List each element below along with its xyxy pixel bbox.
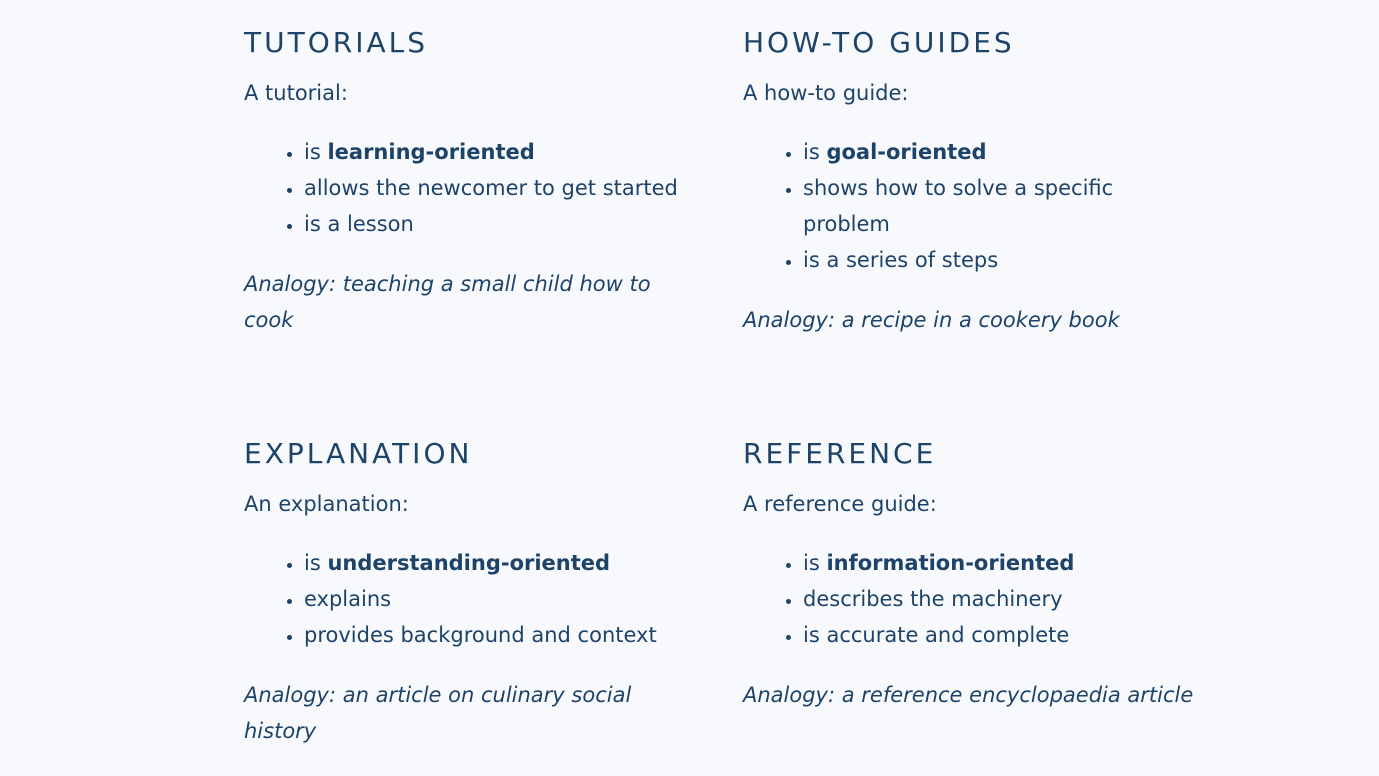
item-text: explains <box>304 587 392 611</box>
item-emphasis: understanding-oriented <box>327 551 611 575</box>
section-intro: A reference guide: <box>743 492 937 516</box>
section-intro: A tutorial: <box>244 81 348 105</box>
item-prefix: is <box>304 551 328 575</box>
item-text: is a series of steps <box>803 248 999 272</box>
item-prefix: is <box>803 551 827 575</box>
section-tutorials: TUTORIALS A tutorial: is learning-orient… <box>244 26 704 338</box>
item-emphasis: information-oriented <box>826 551 1075 575</box>
item-text: describes the machinery <box>803 587 1063 611</box>
list-item: provides background and context <box>304 617 704 653</box>
analogy-text: Analogy: teaching a small child how to c… <box>244 272 651 332</box>
analogy-text: Analogy: an article on culinary social h… <box>244 683 632 743</box>
item-text: shows how to solve a specific problem <box>803 176 1114 236</box>
list-item: is a series of steps <box>803 242 1193 278</box>
list-item: shows how to solve a specific problem <box>803 170 1193 242</box>
item-prefix: is <box>304 140 328 164</box>
section-reference: REFERENCE A reference guide: is informat… <box>743 437 1213 713</box>
analogy-text: Analogy: a recipe in a cookery book <box>743 308 1120 332</box>
list-item: is learning-oriented <box>304 134 704 170</box>
list-item: is a lesson <box>304 206 704 242</box>
section-how-to-guides: HOW-TO GUIDES A how-to guide: is goal-or… <box>743 26 1203 338</box>
list-item: allows the newcomer to get started <box>304 170 704 206</box>
list-item: explains <box>304 581 704 617</box>
bullet-list: is understanding-oriented explains provi… <box>244 545 704 653</box>
section-intro: An explanation: <box>244 492 409 516</box>
section-heading: EXPLANATION <box>244 437 473 470</box>
item-emphasis: goal-oriented <box>826 140 987 164</box>
list-item: is understanding-oriented <box>304 545 704 581</box>
analogy-text: Analogy: a reference encyclopaedia artic… <box>743 683 1194 707</box>
section-heading: HOW-TO GUIDES <box>743 26 1015 59</box>
bullet-list: is goal-oriented shows how to solve a sp… <box>743 134 1193 278</box>
item-text: allows the newcomer to get started <box>304 176 678 200</box>
list-item: is goal-oriented <box>803 134 1193 170</box>
list-item: is accurate and complete <box>803 617 1213 653</box>
item-text: is a lesson <box>304 212 414 236</box>
section-intro: A how-to guide: <box>743 81 909 105</box>
item-text: provides background and context <box>304 623 657 647</box>
item-emphasis: learning-oriented <box>327 140 535 164</box>
list-item: describes the machinery <box>803 581 1213 617</box>
section-explanation: EXPLANATION An explanation: is understan… <box>244 437 704 749</box>
bullet-list: is information-oriented describes the ma… <box>743 545 1213 653</box>
list-item: is information-oriented <box>803 545 1213 581</box>
bullet-list: is learning-oriented allows the newcomer… <box>244 134 704 242</box>
section-heading: REFERENCE <box>743 437 937 470</box>
section-heading: TUTORIALS <box>244 26 428 59</box>
item-text: is accurate and complete <box>803 623 1070 647</box>
item-prefix: is <box>803 140 827 164</box>
